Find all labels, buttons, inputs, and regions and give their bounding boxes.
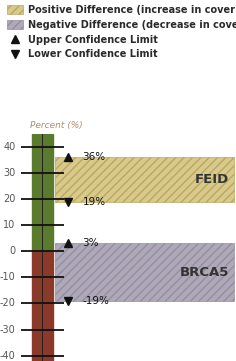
Bar — [32, 251, 53, 361]
Text: -19%: -19% — [83, 296, 110, 306]
Text: FEID: FEID — [195, 173, 229, 186]
Bar — [55, 243, 234, 301]
Text: 10: 10 — [3, 220, 15, 230]
Text: 40: 40 — [3, 142, 15, 152]
Text: 19%: 19% — [83, 196, 106, 206]
Text: 3%: 3% — [83, 238, 99, 248]
Text: -20: -20 — [0, 299, 15, 309]
Text: 36%: 36% — [83, 152, 106, 162]
Bar — [55, 157, 234, 201]
Bar — [32, 134, 53, 251]
Text: 0: 0 — [9, 246, 15, 256]
Text: BRCA5: BRCA5 — [180, 266, 229, 279]
Text: 30: 30 — [3, 168, 15, 178]
Legend: Positive Difference (increase in cover), Negative Difference (decrease in cover): Positive Difference (increase in cover),… — [7, 5, 236, 60]
Text: Percent (%): Percent (%) — [30, 121, 82, 130]
Text: -10: -10 — [0, 272, 15, 282]
Text: 20: 20 — [3, 194, 15, 204]
Text: -40: -40 — [0, 351, 15, 361]
Text: -30: -30 — [0, 325, 15, 335]
